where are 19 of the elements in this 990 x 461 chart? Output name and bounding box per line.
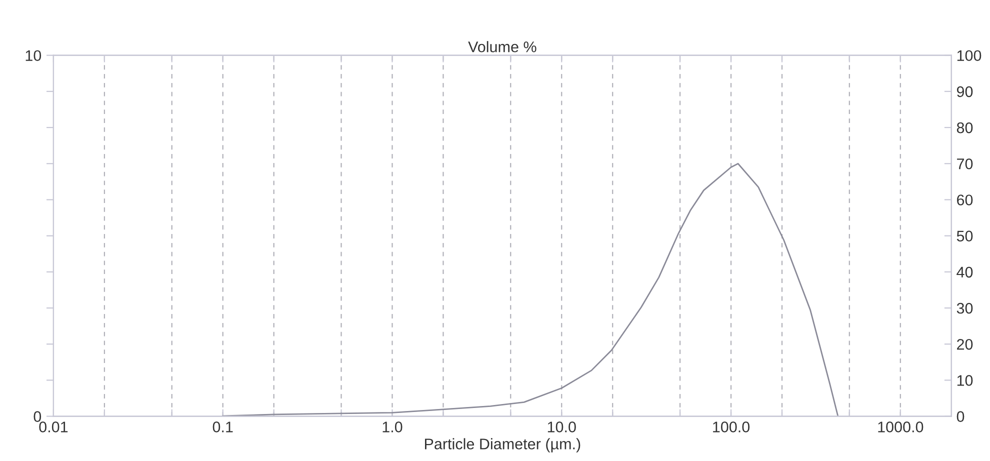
y2-tick-label: 60 xyxy=(957,194,973,206)
y2-tick-label: 90 xyxy=(956,86,973,98)
x-tick-label: 100.0 xyxy=(713,422,750,432)
y2-tick-label: 20 xyxy=(957,338,973,350)
y2-tick-label: 10 xyxy=(957,375,973,386)
y2-tick-label: 80 xyxy=(956,122,973,134)
y2-tick-label: 30 xyxy=(956,302,973,314)
x-tick-label: 10.0 xyxy=(548,422,576,432)
y2-tick-label: 50 xyxy=(956,230,973,242)
chart-title: Volume % xyxy=(468,41,536,52)
y2-tick-label: 70 xyxy=(957,158,973,170)
x-tick-label: 0.01 xyxy=(39,422,68,432)
x-tick-label: 0.1 xyxy=(212,422,233,432)
y2-tick-label: 40 xyxy=(956,266,973,278)
x-axis-title: Particle Diameter (µm.) xyxy=(425,438,580,452)
y2-tick-label: 0 xyxy=(956,411,964,422)
x-tick-label: 1000.0 xyxy=(878,422,924,432)
y2-tick-label: 100 xyxy=(957,50,982,62)
x-tick-label: 1.0 xyxy=(382,422,402,432)
